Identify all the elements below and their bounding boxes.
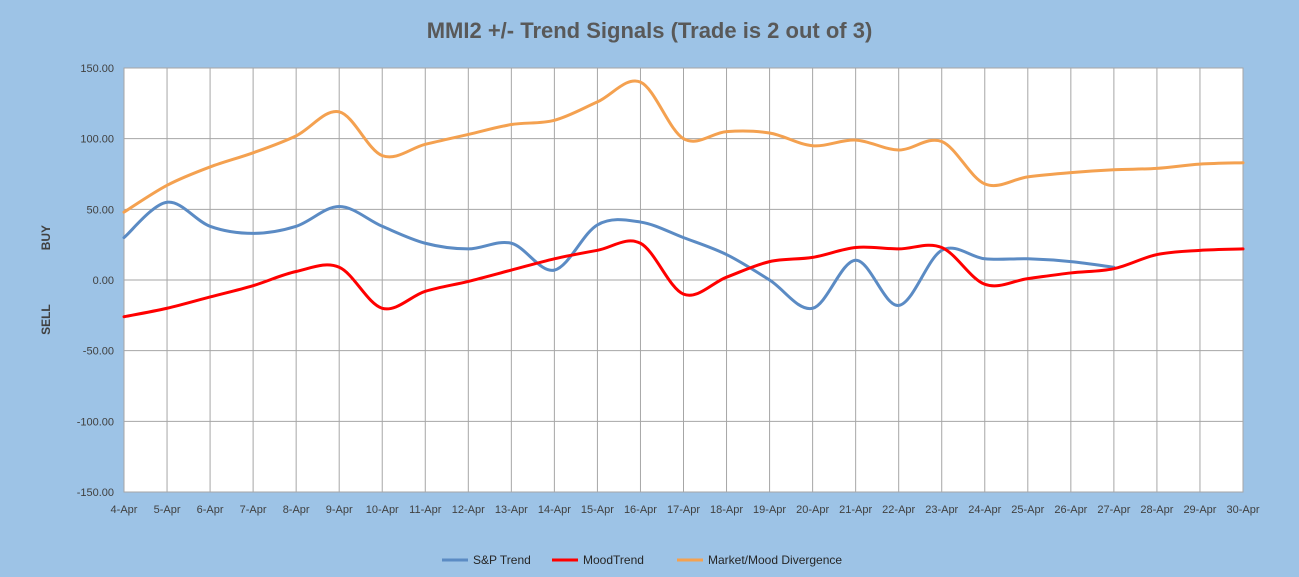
y-tick-label: 150.00	[80, 63, 114, 75]
x-tick-label: 30-Apr	[1226, 504, 1259, 516]
x-tick-label: 7-Apr	[240, 504, 267, 516]
y-tick-label: 100.00	[80, 134, 114, 146]
y-tick-label: 0.00	[93, 275, 114, 287]
y-tick-label: -50.00	[83, 346, 114, 358]
y-label-sell: SELL	[39, 304, 53, 335]
x-tick-label: 9-Apr	[326, 504, 353, 516]
x-tick-label: 22-Apr	[882, 504, 915, 516]
x-tick-label: 21-Apr	[839, 504, 872, 516]
x-tick-label: 17-Apr	[667, 504, 700, 516]
chart-title: MMI2 +/- Trend Signals (Trade is 2 out o…	[426, 18, 873, 43]
series-line-market-mood-divergence	[122, 79, 1245, 214]
x-tick-label: 26-Apr	[1054, 504, 1087, 516]
x-tick-label: 28-Apr	[1140, 504, 1173, 516]
x-tick-label: 5-Apr	[154, 504, 181, 516]
x-tick-label: 15-Apr	[581, 504, 614, 516]
x-tick-label: 4-Apr	[111, 504, 138, 516]
legend-label-s-p-trend: S&P Trend	[473, 553, 531, 567]
x-tick-label: 29-Apr	[1183, 504, 1216, 516]
series-line-s-p-trend	[122, 200, 1116, 310]
y-tick-label: 50.00	[86, 204, 114, 216]
x-tick-label: 11-Apr	[409, 504, 442, 516]
x-tick-label: 14-Apr	[538, 504, 571, 516]
x-tick-label: 25-Apr	[1011, 504, 1044, 516]
x-tick-label: 27-Apr	[1097, 504, 1130, 516]
legend-label-market-mood-divergence: Market/Mood Divergence	[708, 553, 842, 567]
series-line-moodtrend	[122, 239, 1245, 319]
legend-label-moodtrend: MoodTrend	[583, 553, 644, 567]
x-tick-label: 10-Apr	[366, 504, 399, 516]
x-tick-label: 19-Apr	[753, 504, 786, 516]
x-tick-label: 13-Apr	[495, 504, 528, 516]
x-tick-label: 6-Apr	[197, 504, 224, 516]
x-tick-label: 16-Apr	[624, 504, 657, 516]
x-tick-label: 18-Apr	[710, 504, 743, 516]
y-label-buy: BUY	[39, 225, 53, 250]
y-tick-label: -100.00	[77, 416, 114, 428]
x-tick-label: 12-Apr	[452, 504, 485, 516]
y-tick-label: -150.00	[77, 487, 114, 499]
x-tick-label: 8-Apr	[283, 504, 310, 516]
x-tick-label: 24-Apr	[968, 504, 1001, 516]
plot-border	[123, 67, 1244, 493]
x-tick-label: 23-Apr	[925, 504, 958, 516]
x-tick-label: 20-Apr	[796, 504, 829, 516]
